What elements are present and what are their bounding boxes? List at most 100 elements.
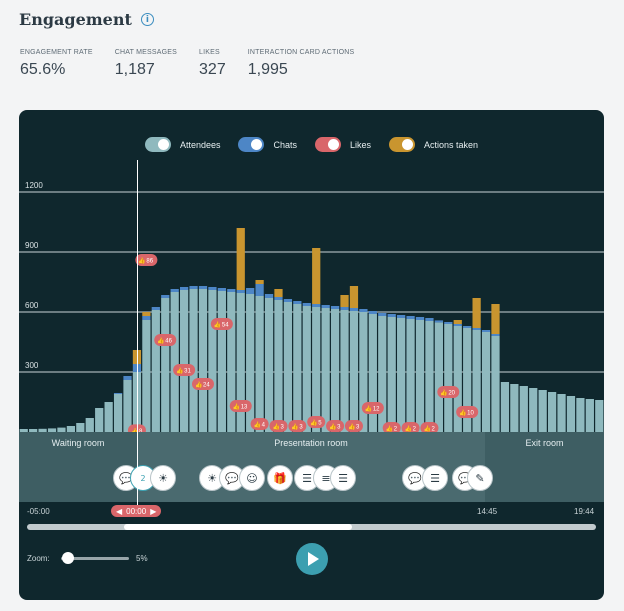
attendees-bar[interactable] [349, 311, 359, 432]
chats-bar[interactable] [397, 315, 406, 318]
zoom-slider[interactable] [61, 557, 129, 560]
attendees-bar[interactable] [463, 328, 472, 432]
toggle-switch[interactable] [315, 137, 341, 152]
attendees-bar[interactable] [557, 394, 566, 432]
likes-badge[interactable]: 👍 31 [173, 364, 196, 376]
attendees-bar[interactable] [189, 289, 198, 432]
attendees-bar[interactable] [76, 423, 85, 432]
play-button[interactable] [296, 543, 328, 575]
attendees-bar[interactable] [198, 289, 208, 432]
chats-bar[interactable] [321, 305, 330, 308]
attendees-bar[interactable] [529, 388, 538, 432]
likes-badge[interactable]: 👍 2 [382, 422, 401, 434]
likes-badge[interactable]: 👍 46 [154, 334, 177, 346]
speaker-icon[interactable]: ☺ [239, 465, 265, 491]
chats-bar[interactable] [180, 287, 189, 290]
likes-badge[interactable]: 👍 54 [210, 318, 233, 330]
actions-bar[interactable] [340, 295, 349, 307]
actions-bar[interactable] [274, 289, 283, 297]
attendees-bar[interactable] [217, 291, 226, 432]
chats-bar[interactable] [340, 307, 349, 310]
attendees-bar[interactable] [472, 330, 481, 432]
likes-badge[interactable]: 👍 3 [344, 420, 363, 432]
attendees-bar[interactable] [425, 321, 434, 432]
chats-bar[interactable] [293, 301, 302, 304]
chats-bar[interactable] [415, 317, 425, 320]
attendees-bar[interactable] [397, 318, 406, 432]
chats-bar[interactable] [330, 306, 340, 309]
attendees-bar[interactable] [510, 384, 519, 432]
caret-left-icon[interactable]: ◀ [116, 506, 123, 516]
attendees-bar[interactable] [538, 390, 547, 432]
actions-bar[interactable] [132, 350, 142, 364]
attendees-bar[interactable] [491, 336, 500, 432]
likes-badge[interactable]: 👍 5 [307, 416, 326, 428]
likes-badge[interactable]: 👍 2 [401, 422, 420, 434]
pencil-icon[interactable]: ✎ [467, 465, 493, 491]
chats-bar[interactable] [217, 288, 226, 291]
attendees-bar[interactable] [236, 293, 245, 432]
actions-bar[interactable] [472, 298, 481, 328]
chats-bar[interactable] [151, 307, 160, 310]
chats-bar[interactable] [387, 314, 396, 317]
gift-icon[interactable]: 🎁 [267, 465, 293, 491]
actions-bar[interactable] [453, 320, 462, 324]
attendees-bar[interactable] [151, 310, 160, 432]
legend-likes[interactable]: Likes [315, 137, 371, 152]
chats-bar[interactable] [481, 330, 491, 332]
actions-bar[interactable] [491, 304, 500, 334]
chats-bar[interactable] [170, 289, 179, 292]
actions-bar[interactable] [349, 286, 359, 308]
attendees-bar[interactable] [566, 396, 576, 432]
list-icon[interactable]: ☰ [330, 465, 356, 491]
attendees-bar[interactable] [387, 317, 396, 432]
likes-badge[interactable]: 👍 24 [191, 378, 214, 390]
attendees-bar[interactable] [576, 398, 585, 432]
zoom-slider-handle[interactable] [62, 552, 74, 564]
attendees-bar[interactable] [180, 290, 189, 432]
chats-bar[interactable] [463, 326, 472, 328]
attendees-bar[interactable] [378, 316, 387, 432]
chats-bar[interactable] [123, 376, 132, 380]
chats-bar[interactable] [264, 294, 274, 298]
attendees-bar[interactable] [368, 314, 377, 432]
likes-badge[interactable]: 👍 2 [420, 422, 439, 434]
actions-bar[interactable] [142, 312, 151, 316]
likes-badge[interactable]: 👍 3 [326, 420, 345, 432]
attendees-bar[interactable] [444, 324, 453, 432]
attendees-bar[interactable] [453, 326, 462, 432]
chats-bar[interactable] [274, 297, 283, 300]
attendees-bar[interactable] [302, 306, 311, 432]
chats-bar[interactable] [406, 316, 415, 319]
attendees-bar[interactable] [170, 292, 179, 432]
caret-right-icon[interactable]: ▶ [150, 506, 157, 516]
attendees-bar[interactable] [227, 292, 236, 432]
attendees-bar[interactable] [29, 429, 38, 432]
attendees-bar[interactable] [312, 307, 321, 432]
attendees-bar[interactable] [321, 308, 330, 432]
attendees-bar[interactable] [104, 402, 113, 432]
attendees-bar[interactable] [142, 320, 151, 432]
attendees-bar[interactable] [283, 302, 293, 432]
chats-bar[interactable] [161, 295, 170, 298]
chats-bar[interactable] [472, 328, 481, 330]
likes-badge[interactable]: 👍 3 [269, 420, 288, 432]
legend-actions-taken[interactable]: Actions taken [389, 137, 478, 152]
attendees-bar[interactable] [274, 300, 283, 432]
likes-badge[interactable]: 👍 20 [437, 386, 460, 398]
chats-bar[interactable] [208, 287, 217, 290]
attendees-bar[interactable] [38, 428, 47, 432]
chats-bar[interactable] [368, 311, 377, 314]
chats-bar[interactable] [142, 316, 151, 320]
chats-bar[interactable] [236, 290, 245, 293]
attendees-bar[interactable] [595, 400, 604, 432]
legend-chats[interactable]: Chats [238, 137, 297, 152]
likes-badge[interactable]: 👍 10 [456, 406, 479, 418]
attendees-bar[interactable] [293, 304, 302, 432]
attendees-bar[interactable] [500, 382, 510, 432]
likes-badge[interactable]: 👍 12 [361, 402, 384, 414]
attendees-bar[interactable] [340, 310, 349, 432]
chats-bar[interactable] [444, 322, 453, 324]
likes-badge[interactable]: 👍 86 [135, 254, 158, 266]
current-time-badge[interactable]: ◀ 00:00 ▶ [111, 505, 162, 517]
